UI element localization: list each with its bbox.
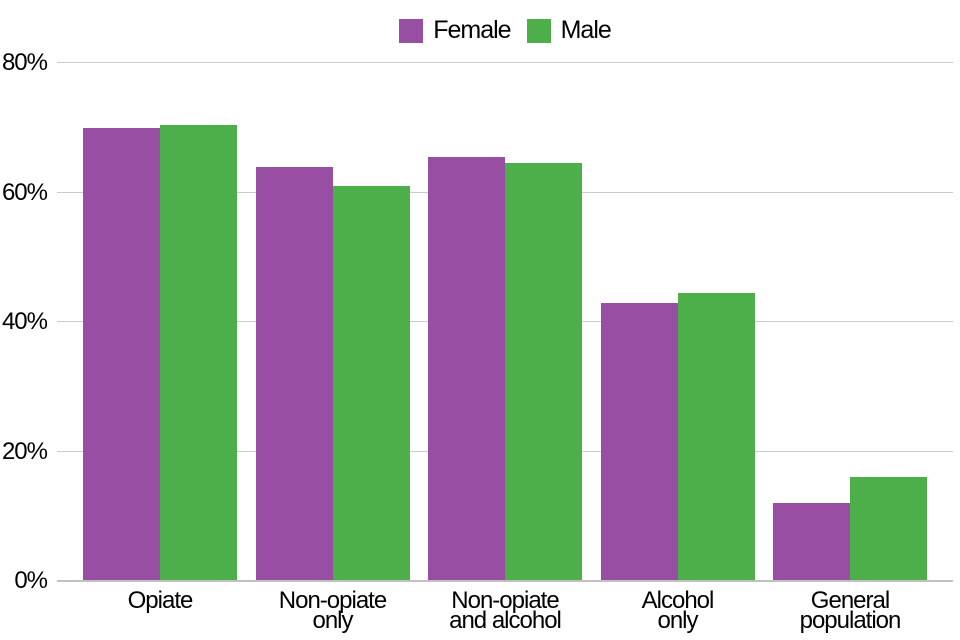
x-axis-label: Alcohol only <box>641 587 715 634</box>
y-tick-label: 80% <box>1 49 48 76</box>
legend-label: Male <box>560 16 612 44</box>
plot-area <box>57 62 953 582</box>
bar-female-category-5 <box>773 503 850 581</box>
legend: Female Male <box>57 16 953 45</box>
y-tick-label: 0% <box>14 567 48 594</box>
legend-item-male: Male <box>526 16 612 45</box>
bar-male-category-3 <box>505 163 582 581</box>
x-axis-label: General population <box>799 587 902 634</box>
bar-male-category-2 <box>332 186 410 581</box>
bar-male-category-5 <box>850 477 927 581</box>
legend-label: Female <box>433 16 511 44</box>
bar-female-category-2 <box>255 166 333 581</box>
y-tick-label: 20% <box>1 437 48 465</box>
bar-male-category-4 <box>677 292 755 581</box>
x-axis-label: Non-opiate and alcohol <box>449 587 562 634</box>
bar-female-category-4 <box>600 302 678 581</box>
legend-swatch-male <box>526 18 551 43</box>
legend-swatch-female <box>399 18 424 43</box>
bar-female-category-1 <box>83 127 160 581</box>
y-tick-label: 40% <box>1 308 48 335</box>
x-axis-label: Non-opiate only <box>278 587 387 634</box>
legend-item-female: Female <box>399 16 512 45</box>
x-axis-label: Opiate <box>127 587 194 614</box>
x-axis-line <box>57 580 953 582</box>
bar-female-category-3 <box>428 156 505 581</box>
gridline-80% <box>57 62 953 63</box>
y-tick-label: 60% <box>1 178 48 206</box>
bar-male-category-1 <box>160 124 237 581</box>
